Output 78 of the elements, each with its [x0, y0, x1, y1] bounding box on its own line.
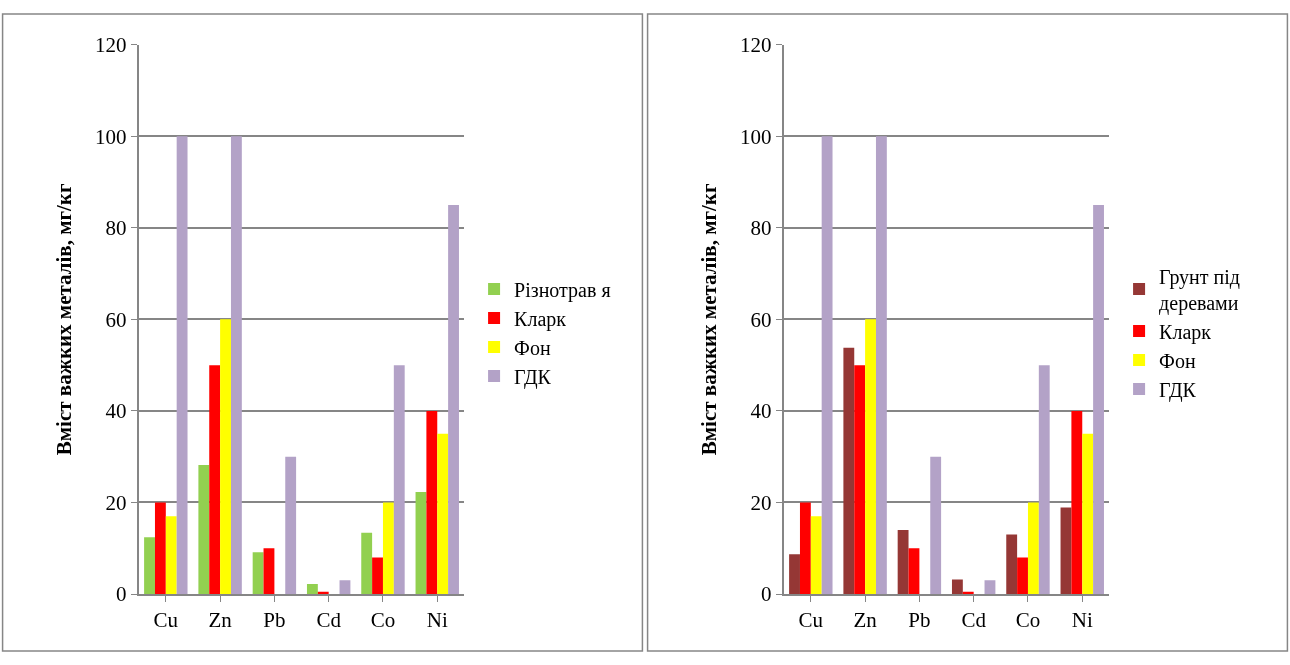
bar: [799, 502, 811, 595]
bar: [437, 433, 449, 595]
y-tick-label: 120: [94, 33, 127, 58]
legend-label: Різнотрав я: [514, 278, 611, 302]
bar: [426, 410, 438, 595]
bar: [198, 464, 210, 595]
bar: [854, 365, 866, 595]
bar: [897, 529, 909, 595]
bar: [415, 491, 427, 595]
bar: [230, 136, 242, 595]
bar: [930, 456, 942, 595]
legend-label: Кларк: [1159, 320, 1212, 344]
legend-label: ГДК: [1159, 378, 1197, 402]
bar: [176, 136, 188, 595]
x-tick-label: Co: [370, 608, 396, 633]
bar: [1027, 502, 1039, 595]
y-tick-label: 20: [750, 490, 772, 515]
bar: [875, 136, 887, 595]
y-axis-title: Вміст важких металів, мг/кг: [51, 183, 76, 456]
legend-label: Грунт під деревами: [1159, 265, 1240, 315]
bar: [789, 554, 800, 595]
x-tick-label: Cd: [316, 608, 342, 633]
bar: [984, 580, 996, 595]
bar: [220, 319, 231, 595]
bar: [372, 557, 383, 595]
legend-label: Фон: [1159, 349, 1196, 372]
y-tick-label: 60: [750, 307, 772, 332]
bar: [252, 552, 264, 595]
bar: [154, 502, 166, 595]
bar: [1071, 410, 1083, 595]
y-tick-label: 80: [750, 216, 772, 241]
x-tick-label: Cu: [798, 608, 824, 633]
y-tick-label: 100: [739, 124, 772, 149]
bar: [393, 365, 405, 595]
y-tick-label: 0: [760, 582, 772, 607]
bar: [951, 579, 963, 595]
bar: [448, 204, 459, 595]
legend-label: Кларк: [514, 307, 567, 331]
bar: [1006, 534, 1018, 595]
x-tick-label: Zn: [853, 608, 878, 633]
x-tick-label: Pb: [908, 608, 931, 633]
y-tick-label: 120: [739, 33, 772, 58]
y-tick-label: 40: [105, 399, 127, 424]
bar: [263, 548, 275, 595]
y-tick-label: 60: [105, 307, 127, 332]
x-tick-label: Cd: [961, 608, 987, 633]
x-tick-label: Ni: [1071, 608, 1093, 633]
bar: [1082, 433, 1094, 595]
legend-label: ГДК: [514, 365, 552, 389]
bar: [1038, 365, 1050, 595]
bar: [306, 583, 318, 595]
x-tick-label: Pb: [263, 608, 286, 633]
bar: [361, 532, 373, 595]
bar: [165, 516, 177, 595]
bar: [865, 319, 876, 595]
bar: [382, 502, 394, 595]
x-tick-label: Cu: [153, 608, 179, 633]
bar: [1060, 507, 1072, 595]
x-tick-label: Co: [1015, 608, 1041, 633]
bar: [285, 456, 297, 595]
y-tick-label: 40: [750, 399, 772, 424]
bar: [339, 580, 351, 595]
bar: [144, 537, 155, 595]
bar: [843, 347, 855, 595]
y-axis-title: Вміст важких металів, мг/кг: [696, 183, 721, 456]
bar: [209, 365, 221, 595]
y-tick-label: 20: [105, 490, 127, 515]
bar: [810, 516, 822, 595]
bar: [821, 136, 833, 595]
y-tick-label: 80: [105, 216, 127, 241]
bar: [1093, 204, 1104, 595]
bar: [908, 548, 920, 595]
bar: [1017, 557, 1028, 595]
legend-label: Фон: [514, 336, 551, 359]
x-tick-label: Zn: [208, 608, 233, 633]
y-tick-label: 100: [94, 124, 127, 149]
x-tick-label: Ni: [426, 608, 448, 633]
y-tick-label: 0: [115, 582, 127, 607]
